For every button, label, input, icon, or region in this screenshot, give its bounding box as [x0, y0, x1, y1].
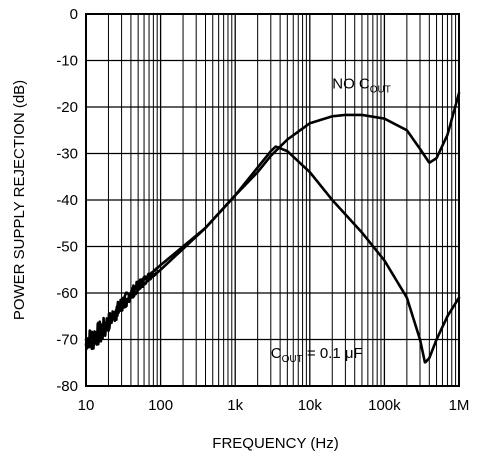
- y-tick-label: -70: [56, 332, 78, 349]
- y-tick-label: -30: [56, 146, 78, 163]
- annotation-1: NO COUT: [332, 75, 391, 95]
- x-tick-label: 1M: [449, 397, 470, 414]
- y-tick-label: -80: [56, 378, 78, 395]
- annotation-2: COUT = 0.1 μF: [271, 345, 363, 365]
- plot-lines: [84, 91, 461, 364]
- annotations: NO COUT COUT = 0.1 μF: [271, 75, 391, 365]
- y-tick-label: -40: [56, 192, 78, 209]
- series-line-2: [84, 145, 461, 364]
- x-tick-label: 100k: [368, 397, 401, 414]
- grid: [85, 13, 459, 387]
- x-tick-label: 10: [78, 397, 95, 414]
- x-tick-label: 100: [148, 397, 173, 414]
- x-tick-label: 10k: [298, 397, 323, 414]
- y-tick-label: 0: [70, 6, 78, 23]
- y-tick-label: -10: [56, 53, 78, 70]
- y-tick-label: -60: [56, 285, 78, 302]
- y-axis-title: POWER SUPPLY REJECTION (dB): [11, 80, 28, 320]
- series-line-1: [84, 91, 461, 349]
- x-tick-labels: 10 100 1k 10k 100k 1M: [78, 397, 470, 414]
- y-tick-labels: 0 -10 -20 -30 -40 -50 -60 -70 -80: [56, 6, 78, 395]
- x-axis-title: FREQUENCY (Hz): [212, 435, 338, 452]
- y-tick-label: -50: [56, 239, 78, 256]
- plot-frame: [85, 13, 460, 387]
- y-tick-label: -20: [56, 99, 78, 116]
- x-tick-label: 1k: [227, 397, 243, 414]
